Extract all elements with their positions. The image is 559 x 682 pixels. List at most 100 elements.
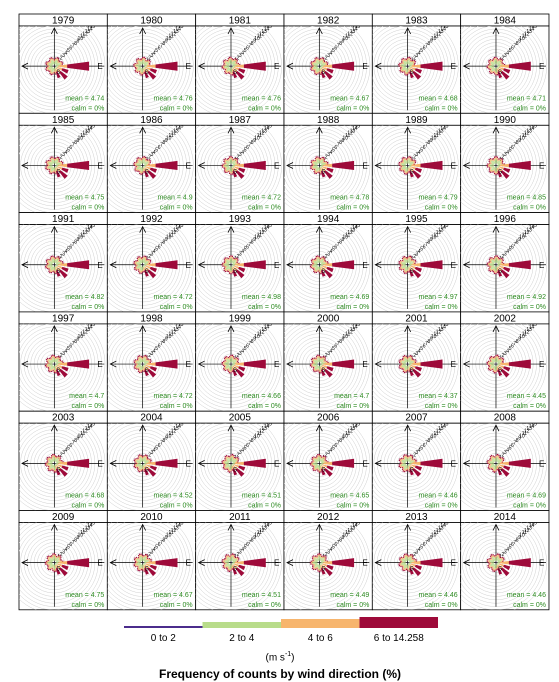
rose-bar bbox=[493, 465, 496, 468]
rose-bar-SE bbox=[147, 468, 157, 477]
rose-bar bbox=[314, 257, 317, 260]
rose-bar bbox=[318, 453, 320, 456]
radial-tick-label: 8 bbox=[251, 339, 254, 345]
radial-tick-label: 5 bbox=[332, 48, 335, 54]
rose-bar bbox=[230, 157, 232, 159]
rose-bar bbox=[144, 455, 146, 458]
rose-bar-E bbox=[497, 462, 500, 464]
rose-bar bbox=[231, 568, 233, 570]
rose-bar bbox=[400, 168, 403, 171]
rose-bar bbox=[403, 463, 406, 464]
rose-bar bbox=[318, 167, 320, 171]
rose-bar-SE bbox=[497, 266, 503, 271]
rose-bar bbox=[48, 270, 50, 273]
rose-bar bbox=[51, 554, 53, 557]
rose-bar bbox=[311, 168, 314, 171]
arrow-north-icon bbox=[227, 126, 235, 134]
rose-bar bbox=[46, 166, 49, 168]
rose-bar bbox=[400, 66, 402, 68]
rose-bar bbox=[231, 255, 234, 258]
rose-bar bbox=[403, 61, 407, 65]
rose-bar bbox=[409, 559, 412, 562]
rose-bar bbox=[54, 357, 56, 360]
rose-bar bbox=[322, 257, 324, 260]
rose-bar bbox=[402, 66, 406, 69]
rose-bar bbox=[134, 264, 136, 266]
rose-bar bbox=[150, 558, 152, 561]
panel-2000: 2000123456789101112131415ESmean = 4.7cal… bbox=[283, 311, 373, 412]
rose-bar bbox=[223, 558, 226, 560]
rose-bar bbox=[55, 458, 59, 462]
rose-bar-SSE bbox=[319, 563, 321, 566]
rose-bar bbox=[399, 162, 402, 164]
rose-bar-SSE bbox=[319, 364, 320, 366]
rose-bar bbox=[401, 459, 406, 463]
rose-bar bbox=[498, 259, 500, 261]
rose-bar bbox=[136, 260, 139, 263]
rose-bar-ESE bbox=[496, 165, 499, 167]
rose-bar bbox=[226, 364, 230, 366]
rose-bar-SE bbox=[231, 364, 234, 367]
rose-bar bbox=[138, 172, 141, 175]
rose-bar-ESE bbox=[498, 364, 504, 369]
rose-bar bbox=[236, 556, 239, 559]
rose-bar bbox=[140, 365, 143, 371]
rose-bar bbox=[137, 256, 139, 258]
rose-bar bbox=[321, 156, 324, 159]
rose-bar-SE bbox=[56, 564, 61, 569]
radial-tick-label: 2 bbox=[325, 254, 328, 260]
rose-bar bbox=[488, 261, 490, 263]
rose-bar bbox=[133, 266, 136, 269]
rose-bar bbox=[56, 455, 58, 458]
rose-bar bbox=[58, 560, 61, 562]
rose-bar bbox=[312, 559, 314, 561]
mean-speed-label: mean = 4.72 bbox=[154, 294, 193, 301]
radial-tick-label: 9 bbox=[77, 336, 80, 342]
rose-bar bbox=[223, 562, 226, 564]
rose-bar bbox=[499, 62, 502, 65]
radial-tick-label: 11 bbox=[80, 530, 85, 536]
rose-bar bbox=[51, 159, 54, 164]
rose-bar bbox=[136, 66, 138, 68]
radial-tick-label: 8 bbox=[428, 537, 431, 543]
radial-tick-label: 14 bbox=[352, 27, 358, 33]
radial-tick-label: 10 bbox=[254, 36, 260, 42]
rose-bar bbox=[404, 270, 406, 273]
grid-ring bbox=[107, 522, 194, 610]
rose-bar bbox=[491, 166, 495, 171]
radial-tick-label: 4 bbox=[506, 249, 509, 255]
radial-tick-label: 3 bbox=[416, 351, 419, 357]
rose-bar bbox=[136, 62, 138, 64]
rose-bar bbox=[497, 60, 499, 63]
rose-bar bbox=[138, 62, 142, 65]
arrow-west-icon bbox=[109, 261, 117, 269]
rose-bar bbox=[486, 461, 488, 463]
rose-bar bbox=[46, 162, 49, 164]
rose-bar bbox=[226, 358, 230, 363]
rose-bar bbox=[315, 56, 317, 59]
rose-bar bbox=[409, 555, 411, 558]
rose-bar bbox=[138, 568, 140, 571]
rose-bar bbox=[231, 357, 233, 363]
rose-bar-SE bbox=[231, 66, 234, 69]
rose-bar bbox=[408, 72, 410, 74]
rose-bar-ESE bbox=[61, 167, 69, 173]
rose-bar bbox=[226, 261, 230, 264]
rose-bar bbox=[326, 560, 329, 562]
rose-bar-SE bbox=[235, 170, 245, 179]
rose-bar bbox=[313, 460, 316, 463]
rose-bar bbox=[139, 266, 142, 270]
rose-bar bbox=[413, 261, 416, 263]
rose-bar bbox=[409, 255, 412, 258]
radial-tick-label: 13 bbox=[526, 327, 532, 333]
rose-bar bbox=[405, 61, 408, 65]
compass-label-e: E bbox=[539, 261, 544, 270]
rose-bar bbox=[46, 264, 48, 266]
radial-tick-label: 2 bbox=[502, 353, 505, 359]
grid-ring bbox=[283, 423, 371, 511]
rose-bar bbox=[409, 62, 414, 66]
rose-bar bbox=[221, 262, 224, 264]
rose-bar bbox=[318, 259, 320, 263]
rose-bar bbox=[144, 262, 149, 265]
